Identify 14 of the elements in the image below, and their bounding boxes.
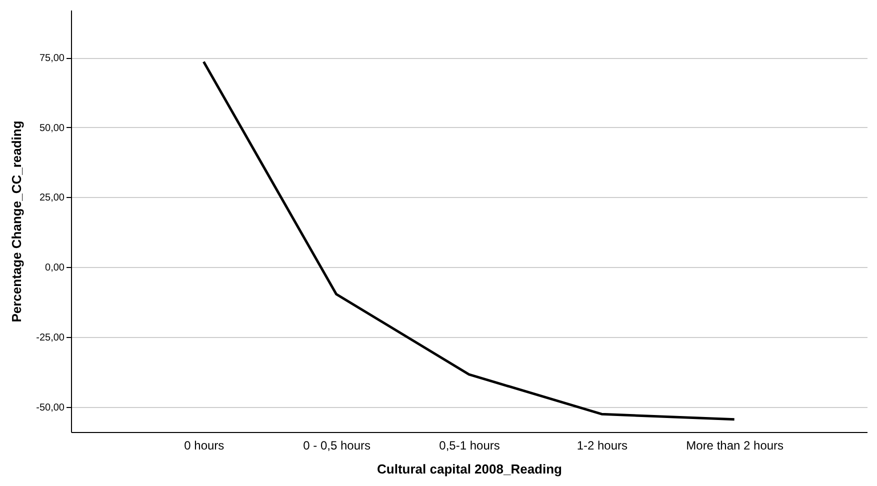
x-tick-label: 0,5-1 hours — [439, 438, 500, 452]
x-tick-label: 0 - 0,5 hours — [303, 438, 371, 452]
y-axis-title: Percentage Change_CC_reading — [9, 120, 24, 322]
line-series — [202, 60, 736, 421]
x-tick-label: 0 hours — [184, 438, 224, 452]
y-tick-label: 0,00 — [45, 262, 65, 274]
y-tick-label: 25,00 — [39, 192, 65, 204]
y-tick-label: 50,00 — [39, 122, 65, 134]
x-tick-label: More than 2 hours — [686, 438, 784, 452]
y-tick-label: -25,00 — [36, 332, 65, 344]
x-tick-label: 1-2 hours — [576, 438, 628, 452]
x-axis-title: Cultural capital 2008_Reading — [377, 462, 562, 476]
y-tick-label: 75,00 — [39, 53, 65, 64]
y-tick-label: -50,00 — [36, 402, 65, 414]
